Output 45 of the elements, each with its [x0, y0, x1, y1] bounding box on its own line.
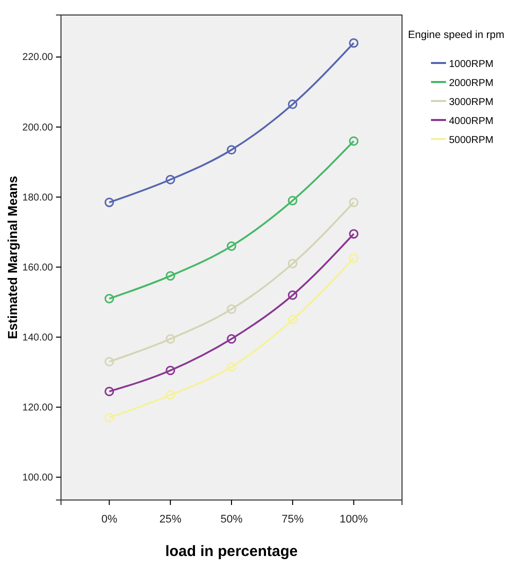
- point: [348, 229, 358, 239]
- x-tick-label: 0%: [101, 513, 118, 526]
- point: [348, 136, 358, 146]
- x-axis-title: load in percentage: [165, 543, 298, 560]
- y-tick-label: 160.00: [22, 262, 54, 274]
- legend-title: Engine speed in rpm: [408, 29, 505, 41]
- point: [288, 290, 298, 300]
- point: [226, 362, 236, 372]
- legend-label: 1000RPM: [449, 59, 494, 70]
- point: [104, 356, 114, 366]
- legend-label: 4000RPM: [449, 116, 494, 127]
- x-tick-label: 25%: [159, 513, 182, 526]
- x-tick-label: 50%: [220, 513, 243, 526]
- point: [104, 412, 114, 422]
- point: [226, 241, 236, 251]
- point: [104, 198, 114, 208]
- point: [226, 145, 236, 155]
- y-tick-label: 180.00: [22, 192, 54, 204]
- point: [226, 334, 236, 344]
- legend-label: 2000RPM: [449, 78, 494, 89]
- point: [288, 314, 298, 324]
- x-tick-label: 75%: [282, 513, 304, 526]
- point: [166, 366, 176, 376]
- point: [166, 271, 176, 281]
- point: [348, 198, 358, 208]
- y-axis-title: Estimated Marginal Means: [5, 176, 20, 340]
- y-tick-label: 100.00: [22, 472, 54, 484]
- point: [166, 174, 176, 184]
- y-tick-label: 120.00: [22, 402, 54, 414]
- point: [348, 38, 358, 48]
- point: [288, 100, 298, 110]
- point: [288, 196, 298, 206]
- point: [104, 294, 114, 304]
- point: [166, 334, 176, 344]
- point: [288, 258, 298, 268]
- legend-label: 3000RPM: [449, 97, 494, 108]
- y-tick-label: 200.00: [22, 122, 54, 134]
- point: [166, 390, 176, 400]
- y-tick-label: 140.00: [22, 332, 54, 344]
- point: [226, 304, 236, 314]
- x-tick-label: 100%: [340, 513, 368, 526]
- legend-label: 5000RPM: [449, 135, 494, 146]
- point: [348, 254, 358, 264]
- y-tick-label: 220.00: [22, 52, 54, 64]
- point: [104, 386, 114, 396]
